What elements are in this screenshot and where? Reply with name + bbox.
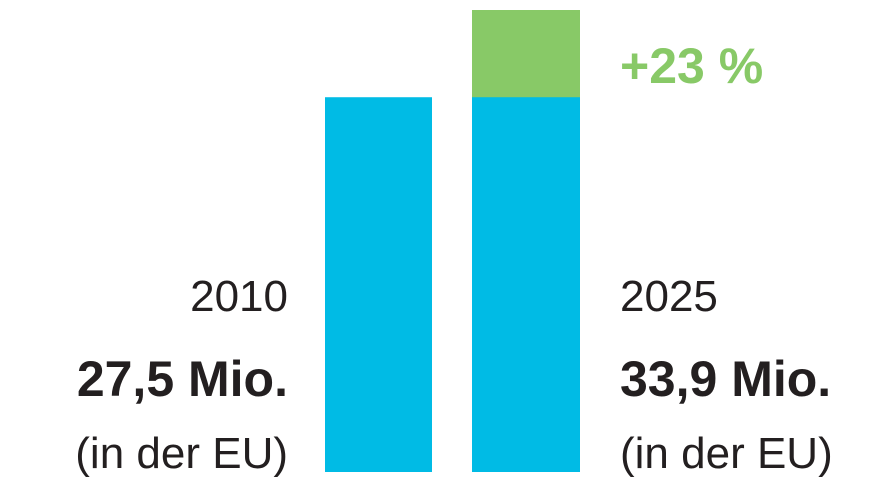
- value-label: 33,9 Mio.: [620, 351, 831, 407]
- increase-segment: [472, 10, 580, 98]
- bar: [325, 97, 432, 472]
- increase-label: +23 %: [620, 38, 763, 94]
- year-label: 2025: [620, 272, 718, 321]
- note-label: (in der EU): [75, 429, 288, 478]
- year-label: 2010: [190, 272, 288, 321]
- value-label: 27,5 Mio.: [77, 351, 288, 407]
- note-label: (in der EU): [620, 429, 833, 478]
